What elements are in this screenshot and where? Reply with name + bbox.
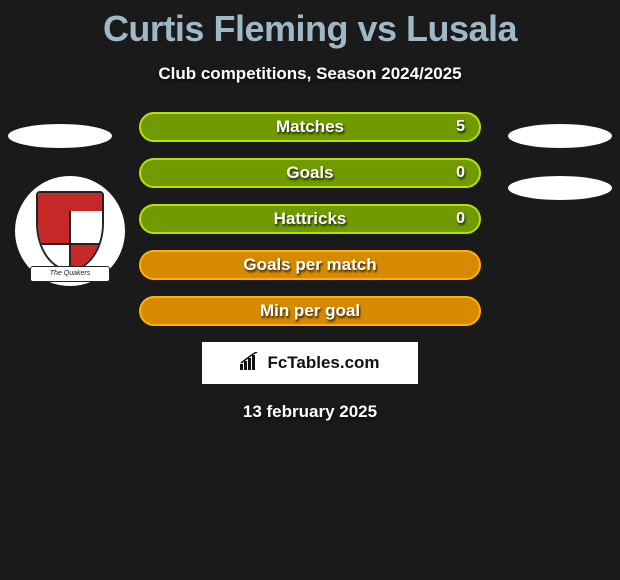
right-player-marker-1 [508, 124, 612, 148]
date-label: 13 february 2025 [0, 402, 620, 422]
stat-bar-value: 0 [456, 164, 465, 182]
left-player-marker [8, 124, 112, 148]
crest-ribbon: The Quakers [30, 266, 110, 282]
stat-bar: Goals per match [139, 250, 481, 280]
brand-label: FcTables.com [267, 353, 379, 373]
brand-box: FcTables.com [202, 342, 418, 384]
comparison-content: The Quakers Matches5Goals0Hattricks0Goal… [0, 112, 620, 422]
page-subtitle: Club competitions, Season 2024/2025 [0, 64, 620, 84]
stat-bar-label: Matches [276, 117, 344, 137]
stat-bar: Goals 0 [139, 158, 481, 188]
right-player-marker-2 [508, 176, 612, 200]
shield-icon [36, 191, 104, 271]
brand-chart-icon [240, 352, 262, 375]
stat-bar: Hattricks 0 [139, 204, 481, 234]
stat-bar-label: Min per goal [260, 301, 360, 321]
stat-bar: Min per goal [139, 296, 481, 326]
stat-bar-label: Goals per match [243, 255, 376, 275]
stat-bar-value: 5 [456, 118, 465, 136]
stat-bar: Matches 5 [139, 112, 481, 142]
page-title: Curtis Fleming vs Lusala [0, 0, 620, 50]
stat-bars: Matches 5 Goals 0 Hattricks 0 Goals per match M… [139, 112, 481, 326]
stat-bar-value: 0 [456, 210, 465, 228]
stat-bar-label: Goals [286, 163, 333, 183]
club-crest: The Quakers [15, 176, 125, 286]
stat-bar-label: Hattricks [274, 209, 347, 229]
